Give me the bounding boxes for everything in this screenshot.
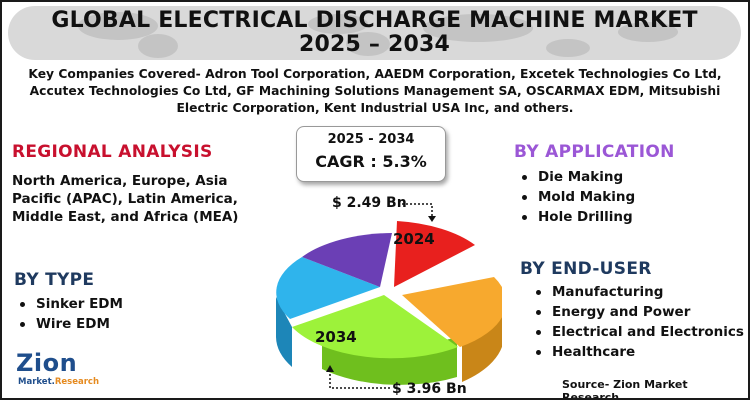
slice-red: [394, 221, 475, 287]
pie-label-2034: 2034: [315, 328, 357, 346]
slice-orange: [402, 277, 502, 347]
arrow-2024-icon: [402, 203, 436, 222]
list-item: Wire EDM: [16, 314, 123, 334]
list-item: Die Making: [518, 167, 635, 187]
list-item: Healthcare: [532, 342, 744, 362]
by-type-list: Sinker EDM Wire EDM: [16, 294, 123, 334]
logo-brand: Zion: [16, 349, 78, 377]
slice-blue-side: [276, 297, 292, 367]
by-type-heading: BY TYPE: [14, 270, 95, 290]
key-companies-text: Key Companies Covered- Adron Tool Corpor…: [28, 67, 722, 115]
title-line-2: 2025 – 2034: [299, 32, 450, 57]
list-item: Energy and Power: [532, 302, 744, 322]
cagr-period: 2025 - 2034: [327, 132, 415, 147]
list-item: Hole Drilling: [518, 207, 635, 227]
by-application-heading: BY APPLICATION: [514, 142, 675, 162]
cagr-value: CAGR : 5.3%: [315, 152, 427, 171]
by-end-user-heading: BY END-USER: [520, 259, 652, 279]
zion-logo: Zion Market.Research: [16, 349, 99, 393]
by-end-user-list: Manufacturing Energy and Power Electrica…: [532, 282, 744, 362]
title-line-1: GLOBAL ELECTRICAL DISCHARGE MACHINE MARK…: [51, 8, 698, 33]
page-title: GLOBAL ELECTRICAL DISCHARGE MACHINE MARK…: [8, 9, 741, 57]
source-text: Source- Zion Market Research: [562, 378, 688, 400]
by-application-list: Die Making Mold Making Hole Drilling: [518, 167, 635, 227]
world-map-pattern: [78, 12, 678, 58]
slice-orange-side: [412, 282, 502, 382]
slice-blue: [276, 257, 380, 319]
regional-analysis-text: North America, Europe, Asia Pacific (APA…: [12, 173, 239, 225]
list-item: Manufacturing: [532, 282, 744, 302]
cagr-box: 2025 - 2034 CAGR : 5.3%: [296, 126, 446, 182]
slice-green: [292, 295, 458, 359]
logo-subtext: Market.Research: [18, 377, 99, 387]
regional-analysis-heading: REGIONAL ANALYSIS: [12, 142, 213, 162]
logo-sub-research: Research: [54, 377, 100, 387]
list-item: Mold Making: [518, 187, 635, 207]
value-2034: $ 3.96 Bn: [392, 381, 467, 397]
value-2024: $ 2.49 Bn: [332, 195, 407, 211]
title-banner: GLOBAL ELECTRICAL DISCHARGE MACHINE MARK…: [8, 6, 741, 60]
list-item: Sinker EDM: [16, 294, 123, 314]
arrow-2034-icon: [326, 365, 392, 389]
slice-purple: [302, 233, 392, 287]
logo-sub-market: Market.: [18, 377, 55, 387]
pie-chart: [276, 221, 502, 385]
pie-label-2024: 2024: [393, 230, 435, 248]
list-item: Electrical and Electronics: [532, 322, 744, 342]
